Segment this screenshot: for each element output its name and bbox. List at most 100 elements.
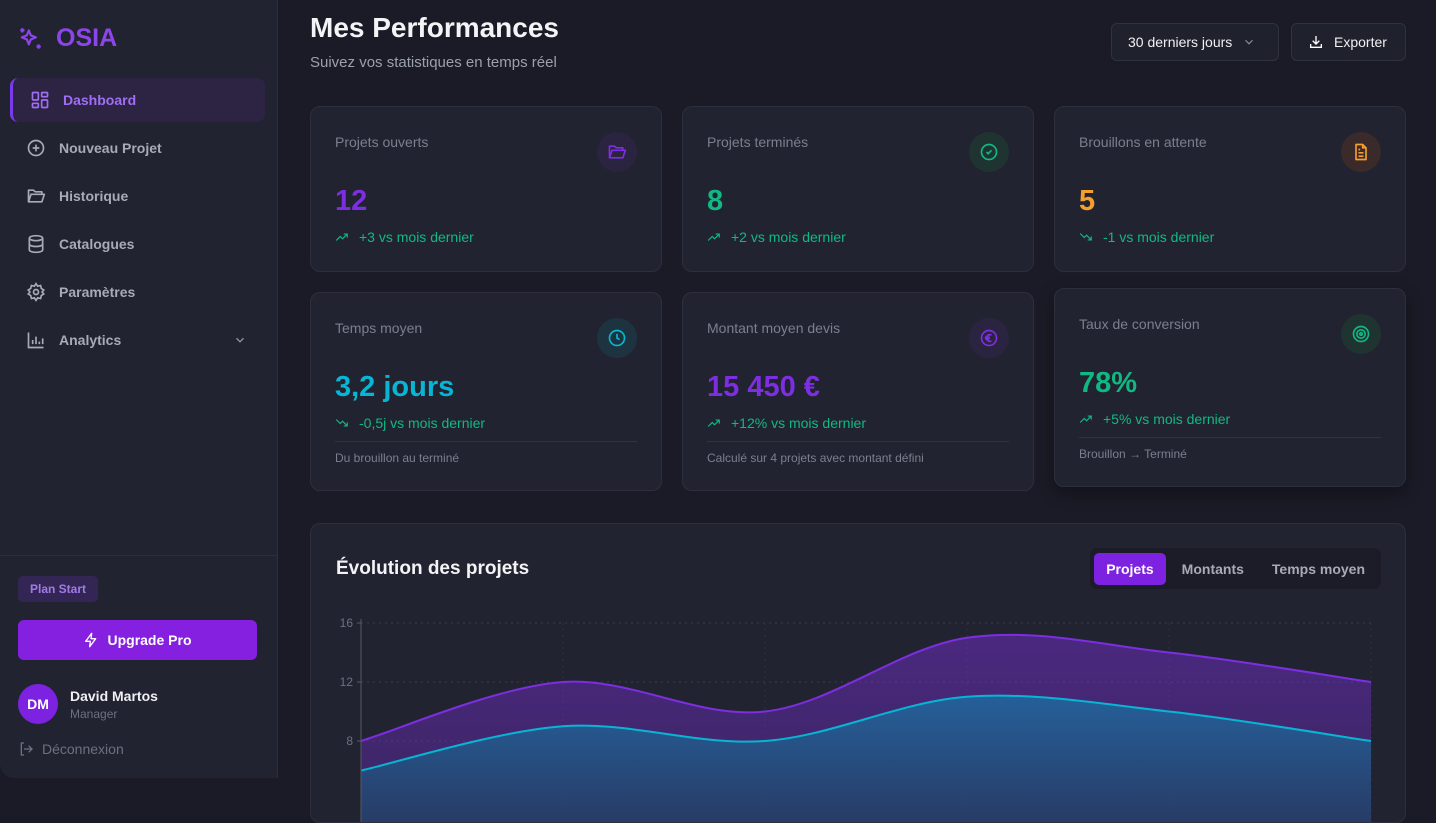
- stat-label: Projets terminés: [707, 134, 809, 150]
- brand-logo[interactable]: OSIA: [18, 24, 117, 53]
- trending-up-icon: [335, 233, 348, 241]
- export-label: Exporter: [1334, 34, 1387, 50]
- sidebar-item-parametres[interactable]: Paramètres: [10, 270, 265, 314]
- stat-label: Brouillons en attente: [1079, 134, 1207, 150]
- brand-name: OSIA: [56, 24, 118, 52]
- page-subtitle: Suivez vos statistiques en temps réel: [310, 54, 557, 71]
- plan-badge: Plan Start: [18, 576, 99, 602]
- trend-text: -1 vs mois dernier: [1103, 229, 1215, 245]
- y-tick-label: 12: [340, 675, 354, 689]
- user-role: Manager: [70, 707, 118, 721]
- tab-temps-moyen[interactable]: Temps moyen: [1271, 560, 1365, 577]
- logout-button[interactable]: Déconnexion: [18, 741, 124, 757]
- folder-icon: [597, 132, 637, 172]
- divider: [1079, 437, 1381, 438]
- stat-note: Du brouillon au terminé: [335, 451, 460, 465]
- sidebar-item-label: Nouveau Projet: [59, 140, 162, 156]
- tab-montants[interactable]: Montants: [1181, 560, 1244, 577]
- stat-card-projets-ouverts: Projets ouverts 12 +3 vs mois dernier: [310, 106, 662, 272]
- stat-trend: +3 vs mois dernier: [335, 229, 474, 245]
- stat-label: Taux de conversion: [1079, 316, 1200, 332]
- sidebar-item-label: Paramètres: [59, 284, 136, 300]
- lightning-icon: [85, 632, 97, 648]
- chevron-down-icon: [1245, 39, 1254, 45]
- divider: [335, 441, 637, 442]
- trending-up-icon: [707, 419, 720, 427]
- trend-text: +3 vs mois dernier: [359, 229, 474, 245]
- stat-card-temps-moyen: Temps moyen 3,2 jours -0,5j vs mois dern…: [310, 292, 662, 491]
- sidebar-item-historique[interactable]: Historique: [10, 174, 265, 218]
- stat-value: 15 450 €: [707, 371, 820, 403]
- trend-text: +5% vs mois dernier: [1103, 411, 1231, 427]
- stat-trend: +5% vs mois dernier: [1079, 411, 1230, 427]
- y-tick-label: 8: [346, 734, 353, 748]
- clock-icon: [597, 318, 637, 358]
- trending-up-icon: [1079, 415, 1092, 423]
- sparkles-icon: [20, 27, 41, 49]
- period-select[interactable]: 30 derniers jours: [1111, 23, 1279, 61]
- sidebar-item-nouveau-projet[interactable]: Nouveau Projet: [10, 126, 265, 170]
- gear-icon: [26, 282, 46, 302]
- stat-trend: +2 vs mois dernier: [707, 229, 846, 245]
- logout-icon: [20, 742, 33, 756]
- sidebar-item-label: Dashboard: [63, 92, 137, 108]
- stat-note: Calculé sur 4 projets avec montant défin…: [707, 451, 924, 465]
- logout-label: Déconnexion: [42, 741, 124, 757]
- sidebar: OSIA Dashboard Nouveau Projet Historique…: [0, 0, 278, 778]
- stat-value: 12: [335, 185, 368, 217]
- stat-trend: -1 vs mois dernier: [1079, 229, 1214, 245]
- stat-card-brouillons: Brouillons en attente 5 -1 vs mois derni…: [1054, 106, 1406, 272]
- divider: [707, 441, 1009, 442]
- trend-text: +2 vs mois dernier: [731, 229, 846, 245]
- stat-card-projets-termines: Projets terminés 8 +2 vs mois dernier: [682, 106, 1034, 272]
- sidebar-item-label: Catalogues: [59, 236, 135, 252]
- bar-chart-icon: [27, 332, 44, 349]
- folder-open-icon: [27, 189, 46, 203]
- stat-label: Montant moyen devis: [707, 320, 841, 336]
- target-icon: [1341, 314, 1381, 354]
- euro-icon: [969, 318, 1009, 358]
- stat-trend: -0,5j vs mois dernier: [335, 415, 485, 431]
- chart-title: Évolution des projets: [336, 558, 530, 579]
- series-line: [360, 694, 1372, 772]
- trending-down-icon: [335, 419, 348, 427]
- plus-circle-icon: [27, 139, 45, 157]
- sidebar-item-analytics[interactable]: Analytics: [10, 318, 265, 362]
- database-icon: [28, 234, 44, 254]
- sidebar-item-label: Historique: [59, 188, 129, 204]
- chart-tabs: Projets Montants Temps moyen: [1090, 548, 1381, 589]
- trend-text: +12% vs mois dernier: [731, 415, 867, 431]
- check-circle-icon: [969, 132, 1009, 172]
- sidebar-divider: [0, 555, 277, 556]
- y-tick-label: 16: [340, 616, 354, 630]
- stat-value: 5: [1079, 185, 1096, 217]
- period-value: 30 derniers jours: [1128, 34, 1233, 50]
- chart-card: 16 12 8 Évolution des projets Projets Mont…: [310, 523, 1406, 823]
- document-icon: [1341, 132, 1381, 172]
- stat-label: Projets ouverts: [335, 134, 429, 150]
- trending-down-icon: [1079, 233, 1092, 241]
- upgrade-label: Upgrade Pro: [107, 632, 192, 648]
- export-button[interactable]: Exporter: [1291, 23, 1406, 61]
- user-name: David Martos: [70, 688, 158, 704]
- sidebar-item-dashboard[interactable]: Dashboard: [10, 78, 265, 122]
- chevron-down-icon[interactable]: [233, 333, 247, 347]
- upgrade-button[interactable]: Upgrade Pro: [18, 620, 257, 660]
- stat-label: Temps moyen: [335, 320, 423, 336]
- tab-projets[interactable]: Projets: [1094, 552, 1166, 585]
- series-line: [360, 633, 1372, 742]
- page-title: Mes Performances: [310, 12, 560, 43]
- sidebar-item-catalogues[interactable]: Catalogues: [10, 222, 265, 266]
- download-icon: [1310, 36, 1322, 48]
- stat-value: 3,2 jours: [335, 371, 455, 403]
- trending-up-icon: [707, 233, 720, 241]
- avatar[interactable]: DM: [18, 684, 58, 724]
- stat-card-montant-moyen: Montant moyen devis 15 450 € +12% vs moi…: [682, 292, 1034, 491]
- stat-value: 8: [707, 185, 724, 217]
- stat-note: Brouillon → Terminé: [1079, 447, 1187, 461]
- trend-text: -0,5j vs mois dernier: [359, 415, 486, 431]
- stat-card-taux-conversion: Taux de conversion 78% +5% vs mois derni…: [1054, 288, 1406, 487]
- stat-trend: +12% vs mois dernier: [707, 415, 866, 431]
- stat-value: 78%: [1079, 367, 1138, 399]
- dashboard-icon: [31, 91, 49, 109]
